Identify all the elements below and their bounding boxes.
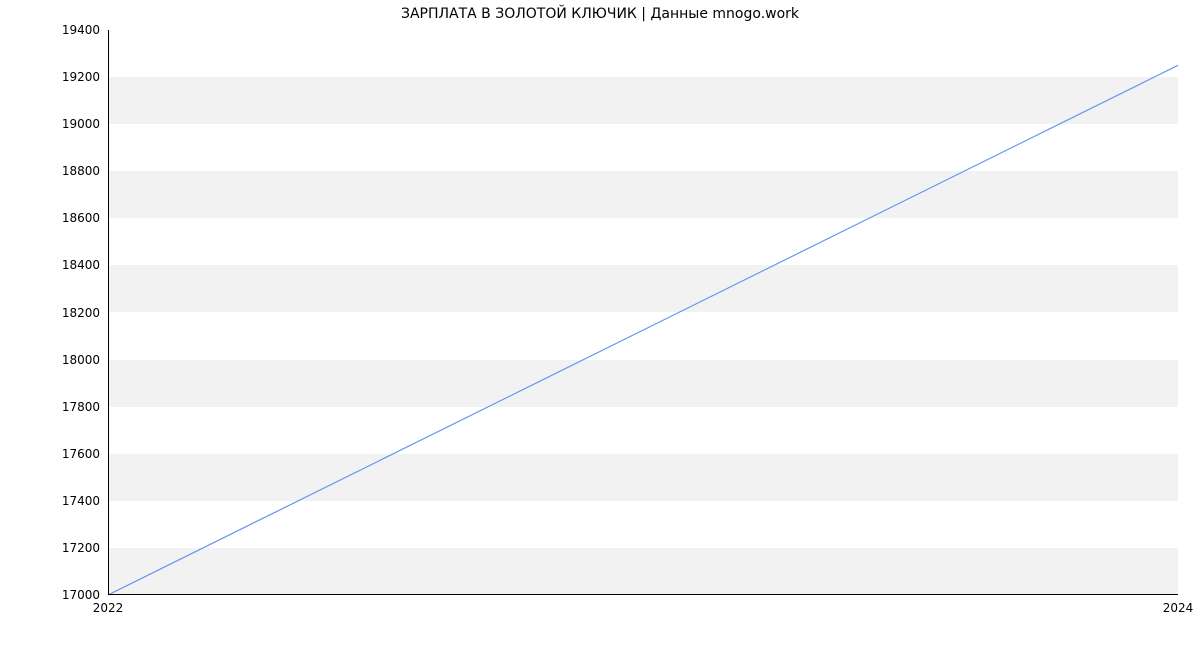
- series-line: [108, 30, 1178, 595]
- y-tick-label: 18800: [62, 164, 100, 178]
- x-axis-line: [108, 594, 1178, 595]
- y-tick-label: 17000: [62, 588, 100, 602]
- y-tick-label: 17400: [62, 494, 100, 508]
- y-tick-label: 17800: [62, 400, 100, 414]
- plot-area: 1700017200174001760017800180001820018400…: [108, 30, 1178, 595]
- y-axis-line: [108, 30, 109, 595]
- y-tick-label: 17200: [62, 541, 100, 555]
- line-chart: ЗАРПЛАТА В ЗОЛОТОЙ КЛЮЧИК | Данные mnogo…: [0, 0, 1200, 650]
- y-tick-label: 19200: [62, 70, 100, 84]
- x-tick-label: 2022: [93, 601, 124, 615]
- chart-title: ЗАРПЛАТА В ЗОЛОТОЙ КЛЮЧИК | Данные mnogo…: [0, 6, 1200, 22]
- y-tick-label: 18000: [62, 353, 100, 367]
- y-tick-label: 17600: [62, 447, 100, 461]
- y-tick-label: 18600: [62, 211, 100, 225]
- x-tick-label: 2024: [1163, 601, 1194, 615]
- y-tick-label: 18200: [62, 306, 100, 320]
- y-tick-label: 19400: [62, 23, 100, 37]
- y-tick-label: 19000: [62, 117, 100, 131]
- y-tick-label: 18400: [62, 258, 100, 272]
- series-salary: [108, 65, 1178, 595]
